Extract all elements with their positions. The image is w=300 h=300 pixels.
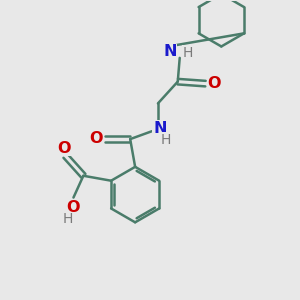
Text: H: H [161, 133, 171, 147]
Text: H: H [62, 212, 73, 226]
Text: O: O [90, 130, 103, 146]
Text: O: O [67, 200, 80, 215]
Text: N: N [163, 44, 177, 59]
Text: O: O [208, 76, 221, 91]
Text: N: N [153, 121, 167, 136]
Text: O: O [57, 140, 70, 155]
Text: H: H [182, 46, 193, 60]
